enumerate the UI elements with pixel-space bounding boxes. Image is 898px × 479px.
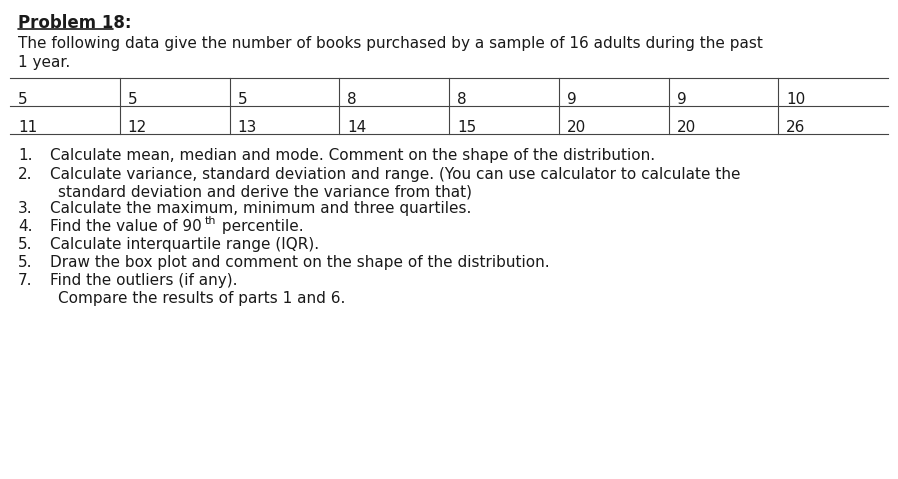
Text: The following data give the number of books purchased by a sample of 16 adults d: The following data give the number of bo… <box>18 36 763 51</box>
Text: 1.: 1. <box>18 148 32 163</box>
Text: Calculate mean, median and mode. Comment on the shape of the distribution.: Calculate mean, median and mode. Comment… <box>50 148 656 163</box>
Text: 5: 5 <box>128 92 137 107</box>
Text: 8: 8 <box>457 92 467 107</box>
Text: 7.: 7. <box>18 273 32 288</box>
Text: 20: 20 <box>676 120 696 135</box>
Text: 11: 11 <box>18 120 37 135</box>
Text: 12: 12 <box>128 120 147 135</box>
Text: Find the outliers (if any).: Find the outliers (if any). <box>50 273 237 288</box>
Text: standard deviation and derive the variance from that): standard deviation and derive the varian… <box>58 184 472 199</box>
Text: 8: 8 <box>348 92 357 107</box>
Text: Calculate the maximum, minimum and three quartiles.: Calculate the maximum, minimum and three… <box>50 201 471 216</box>
Text: 13: 13 <box>237 120 257 135</box>
Text: percentile.: percentile. <box>217 219 304 234</box>
Text: th: th <box>205 216 216 226</box>
Text: 15: 15 <box>457 120 476 135</box>
Text: Problem 18:: Problem 18: <box>18 14 131 32</box>
Text: 20: 20 <box>567 120 586 135</box>
Text: 5: 5 <box>237 92 247 107</box>
Text: 4.: 4. <box>18 219 32 234</box>
Text: Find the value of 90: Find the value of 90 <box>50 219 202 234</box>
Text: Draw the box plot and comment on the shape of the distribution.: Draw the box plot and comment on the sha… <box>50 255 550 270</box>
Text: 10: 10 <box>787 92 806 107</box>
Text: 5.: 5. <box>18 255 32 270</box>
Text: 9: 9 <box>567 92 577 107</box>
Text: 3.: 3. <box>18 201 32 216</box>
Text: 26: 26 <box>787 120 806 135</box>
Text: Calculate variance, standard deviation and range. (You can use calculator to cal: Calculate variance, standard deviation a… <box>50 167 741 182</box>
Text: 9: 9 <box>676 92 686 107</box>
Text: 1 year.: 1 year. <box>18 55 70 70</box>
Text: 14: 14 <box>348 120 366 135</box>
Text: Compare the results of parts 1 and 6.: Compare the results of parts 1 and 6. <box>58 291 346 306</box>
Text: 2.: 2. <box>18 167 32 182</box>
Text: 5.: 5. <box>18 237 32 252</box>
Text: 5: 5 <box>18 92 28 107</box>
Text: Calculate interquartile range (IQR).: Calculate interquartile range (IQR). <box>50 237 319 252</box>
